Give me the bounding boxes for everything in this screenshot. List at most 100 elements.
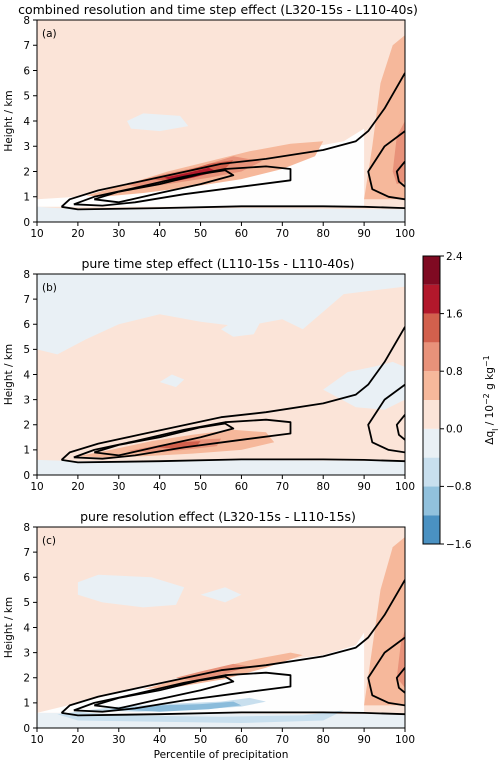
colorbar-band bbox=[423, 313, 440, 343]
colorbar-band bbox=[423, 457, 440, 487]
colorbar: 2.4 1.6 0.8 0.0 −0.8 −1.6 Δql / 10−2 g kg−1 bbox=[422, 251, 500, 551]
filled-contour-region bbox=[77, 574, 185, 608]
y-axis-label: Height / km bbox=[3, 90, 15, 151]
black-contour-line bbox=[61, 711, 405, 717]
x-tick-label: 100 bbox=[395, 481, 415, 493]
y-tick-label: 1 bbox=[23, 698, 30, 710]
y-tick-label: 8 bbox=[23, 15, 30, 27]
x-tick-label: 70 bbox=[276, 734, 289, 746]
filled-contour-region bbox=[37, 632, 365, 713]
black-contour-line bbox=[367, 383, 405, 454]
y-tick-label: 3 bbox=[23, 394, 30, 406]
x-tick-label: 30 bbox=[112, 734, 125, 746]
black-contour-line bbox=[60, 326, 405, 461]
black-contour-line bbox=[395, 414, 405, 441]
colorbar-tick-label: 0.0 bbox=[446, 424, 463, 436]
x-tick-label: 40 bbox=[153, 228, 166, 240]
black-contour-line bbox=[93, 422, 235, 457]
filled-contour-region bbox=[127, 113, 189, 132]
x-tick-label: 30 bbox=[112, 481, 125, 493]
y-tick-label: 6 bbox=[23, 319, 30, 331]
x-tick-label: 100 bbox=[395, 734, 415, 746]
y-tick-label: 6 bbox=[23, 572, 30, 584]
x-tick-label: 90 bbox=[357, 481, 370, 493]
x-tick-label: 20 bbox=[71, 481, 84, 493]
panel-b: 10 20 30 40 50 60 70 80 90 100 0 1 2 3 4 5 6 7 8 (b) pure ti… bbox=[3, 256, 415, 493]
panel-c: 10 20 30 40 50 60 70 80 90 100 0 1 2 3 4 5 6 7 8 (c) pure re… bbox=[3, 509, 415, 761]
colorbar-band bbox=[423, 515, 440, 544]
colorbar-tick-label: −1.6 bbox=[446, 539, 472, 551]
x-tick-label: 40 bbox=[153, 481, 166, 493]
y-tick-label: 7 bbox=[23, 547, 30, 559]
filled-contour-region bbox=[221, 316, 262, 337]
y-tick-label: 7 bbox=[23, 294, 30, 306]
y-axis-label: Height / km bbox=[3, 597, 15, 658]
x-tick-label: 50 bbox=[194, 481, 207, 493]
panel-title: pure time step effect (L110-15s - L110-4… bbox=[81, 256, 354, 271]
black-contour-line bbox=[93, 169, 235, 204]
black-contour-line bbox=[60, 579, 405, 714]
x-tick-label: 60 bbox=[235, 481, 248, 493]
x-tick-label: 40 bbox=[153, 734, 166, 746]
y-tick-label: 2 bbox=[23, 673, 30, 685]
y-tick-label: 8 bbox=[23, 269, 30, 281]
black-contour-line bbox=[61, 205, 405, 211]
black-contour-line bbox=[61, 458, 405, 464]
filled-contour-region bbox=[200, 587, 242, 603]
colorbar-tick-label: −0.8 bbox=[446, 481, 472, 493]
black-contour-line bbox=[367, 636, 405, 707]
black-contour-line bbox=[60, 72, 405, 208]
colorbar-band bbox=[423, 371, 440, 400]
colorbar-band bbox=[423, 256, 440, 285]
filled-contour-region bbox=[159, 374, 185, 388]
x-tick-label: 10 bbox=[30, 481, 43, 493]
black-contour-line bbox=[93, 675, 235, 710]
y-tick-label: 0 bbox=[23, 723, 30, 735]
x-tick-label: 90 bbox=[357, 734, 370, 746]
x-tick-label: 60 bbox=[235, 228, 248, 240]
y-tick-label: 7 bbox=[23, 40, 30, 52]
y-tick-label: 1 bbox=[23, 445, 30, 457]
x-tick-label: 50 bbox=[194, 734, 207, 746]
y-tick-label: 4 bbox=[23, 622, 30, 634]
y-tick-label: 2 bbox=[23, 166, 30, 178]
panel-label: (b) bbox=[42, 282, 57, 294]
panel-a: 10 20 30 40 50 60 70 80 90 100 0 1 2 3 4 5 6 7 8 (a) combine… bbox=[3, 2, 418, 240]
y-axis-label: Height / km bbox=[3, 344, 15, 405]
panel-label: (a) bbox=[42, 28, 57, 40]
y-tick-label: 5 bbox=[23, 91, 30, 103]
filled-contour-region bbox=[110, 701, 242, 712]
x-tick-label: 80 bbox=[317, 481, 330, 493]
colorbar-band bbox=[423, 400, 440, 429]
y-tick-label: 2 bbox=[23, 420, 30, 432]
x-tick-label: 80 bbox=[317, 734, 330, 746]
y-tick-label: 4 bbox=[23, 369, 30, 381]
colorbar-band bbox=[423, 428, 440, 458]
colorbar-band bbox=[423, 342, 440, 372]
x-tick-label: 20 bbox=[71, 228, 84, 240]
filled-contour-region bbox=[396, 630, 405, 688]
filled-contour-region bbox=[37, 206, 405, 222]
colorbar-band bbox=[423, 284, 440, 314]
x-tick-label: 80 bbox=[317, 228, 330, 240]
black-contour-line bbox=[395, 667, 405, 694]
x-tick-label: 10 bbox=[30, 734, 43, 746]
y-tick-label: 4 bbox=[23, 116, 30, 128]
filled-contour-region bbox=[37, 274, 405, 355]
x-tick-label: 70 bbox=[276, 228, 289, 240]
y-tick-label: 5 bbox=[23, 344, 30, 356]
x-tick-label: 10 bbox=[30, 228, 43, 240]
filled-contour-region bbox=[392, 121, 405, 185]
y-tick-label: 6 bbox=[23, 65, 30, 77]
colorbar-tick-label: 2.4 bbox=[446, 251, 463, 263]
y-tick-label: 8 bbox=[23, 522, 30, 534]
x-tick-label: 70 bbox=[276, 481, 289, 493]
colorbar-label: Δql / 10−2 g kg−1 bbox=[482, 355, 500, 444]
y-tick-label: 1 bbox=[23, 192, 30, 204]
x-tick-label: 50 bbox=[194, 228, 207, 240]
filled-contour-region bbox=[37, 459, 405, 475]
colorbar-tick-label: 1.6 bbox=[446, 308, 463, 320]
black-contour-line bbox=[395, 160, 405, 188]
x-tick-label: 30 bbox=[112, 228, 125, 240]
